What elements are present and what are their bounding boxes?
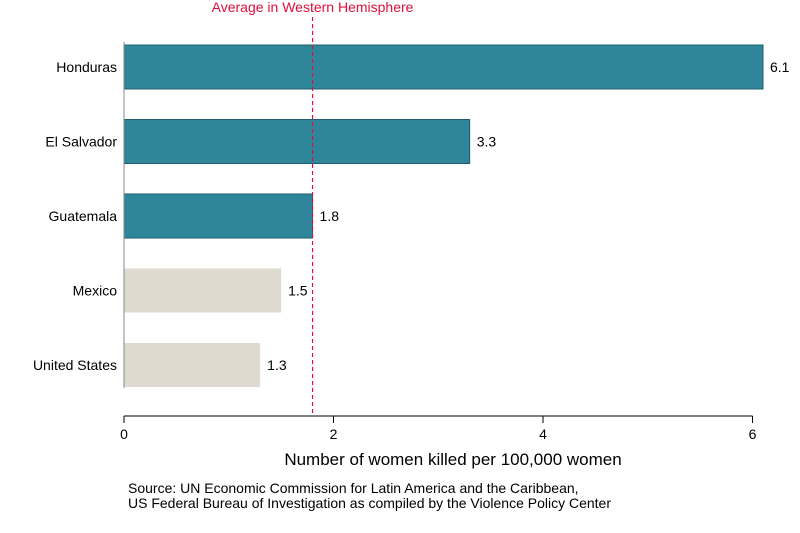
bar-united-states	[124, 343, 261, 387]
x-tick-label: 6	[749, 426, 757, 442]
category-label: Honduras	[56, 59, 117, 75]
value-label: 1.8	[320, 208, 340, 224]
value-label: 1.3	[267, 357, 287, 373]
x-tick-label: 4	[539, 426, 547, 442]
source-line-1: Source: UN Economic Commission for Latin…	[128, 480, 579, 496]
bars-group	[123, 44, 764, 387]
x-tick-label: 2	[330, 426, 338, 442]
value-label: 6.1	[770, 59, 790, 75]
value-labels: 6.1 3.3 1.8 1.5 1.3	[267, 59, 789, 373]
category-label: Guatemala	[49, 208, 118, 224]
value-label: 1.5	[288, 283, 308, 299]
bar-el-salvador	[123, 119, 471, 164]
category-labels: Honduras El Salvador Guatemala Mexico United…	[33, 59, 117, 373]
bar-guatemala	[123, 193, 314, 239]
category-label: El Salvador	[45, 134, 117, 150]
x-axis-title: Number of women killed per 100,000 women	[284, 450, 621, 469]
x-tick-label: 0	[120, 426, 128, 442]
source-line-2: US Federal Bureau of Investigation as co…	[128, 495, 612, 511]
reference-line-label: Average in Western Hemisphere	[212, 0, 414, 15]
source-note: Source: UN Economic Commission for Latin…	[128, 481, 611, 511]
bar-honduras	[123, 44, 764, 90]
category-label: Mexico	[73, 283, 118, 299]
category-label: United States	[33, 357, 117, 373]
x-axis-ticks: 0 2 4 6	[120, 416, 757, 442]
value-label: 3.3	[477, 134, 497, 150]
bar-mexico	[124, 268, 282, 313]
bar-chart: Honduras El Salvador Guatemala Mexico United…	[33, 0, 790, 469]
